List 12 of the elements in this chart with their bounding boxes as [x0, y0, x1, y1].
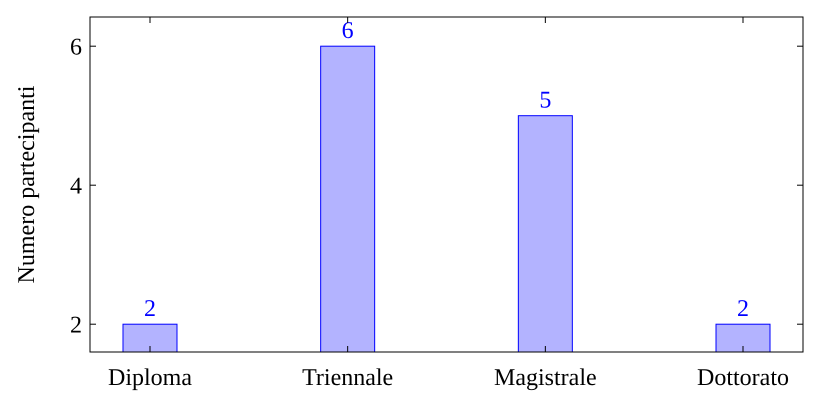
y-tick-label: 4	[70, 174, 82, 200]
data-label: 6	[342, 18, 354, 44]
y-axis-title: Numero partecipanti	[14, 85, 40, 284]
y-tick-label: 2	[70, 312, 82, 339]
x-tick-label: Triennale	[302, 365, 394, 391]
y-tick-label: 6	[70, 34, 82, 61]
x-tick-label: Diploma	[108, 365, 192, 391]
data-label: 5	[539, 88, 552, 114]
data-label: 2	[737, 296, 750, 322]
x-tick-label: Magistrale	[494, 365, 597, 391]
x-tick-label: Dottorato	[697, 365, 789, 391]
data-label: 2	[144, 296, 156, 322]
